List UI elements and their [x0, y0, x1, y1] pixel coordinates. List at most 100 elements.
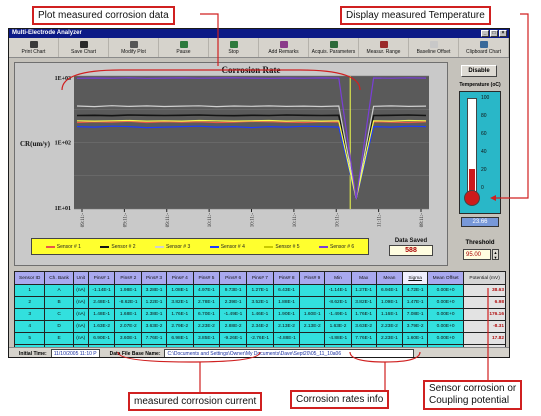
column-header[interactable]: Mean Offset [426, 271, 465, 285]
legend-label: Sensor # 4 [220, 243, 245, 250]
legend-item-sensor-4: Sensor # 4 [209, 243, 245, 250]
table-cell: 0.00E+0 [426, 284, 465, 297]
column-header[interactable]: Pins# 5 [192, 271, 221, 285]
data-saved-panel: Data Saved 588 [389, 238, 433, 256]
table-row[interactable]: 3 C (nA) 1.48E-1 1.68E-1 2.38E-1 1.76E-1 6.70E-… [13, 308, 506, 321]
table-cell: 2.39E-1 [219, 296, 248, 309]
column-header[interactable]: Min [324, 271, 352, 285]
table-cell: 4.72E-1 [402, 284, 428, 297]
column-header[interactable]: Max [350, 271, 377, 285]
table-cell: 3.63E-2 [350, 320, 377, 333]
temperature-panel: Disable Temperature (oC) 100 80 60 40 20 0 23… [453, 62, 507, 266]
table-cell: -4.88E-1 [324, 332, 352, 345]
toolbar-button-save-chart[interactable]: Save Chart [59, 38, 109, 57]
table-cell: 3.28E-1 [141, 284, 167, 297]
toolbar-button-measur-range[interactable]: Measur. Range [359, 38, 409, 57]
threshold-input[interactable]: 95.00 [463, 249, 491, 260]
minimize-button[interactable]: _ [481, 30, 489, 37]
maximize-button[interactable]: □ [490, 30, 498, 37]
column-header[interactable]: Ch. Bank [44, 271, 74, 285]
thermometer-bulb-icon [464, 190, 480, 206]
table-cell: -8.62E-1 [324, 296, 352, 309]
toolbar-button-modify-plot[interactable]: Modify Plot [109, 38, 159, 57]
table-cell: 3.82E-1 [350, 296, 377, 309]
column-header[interactable]: Pins# 6 [219, 271, 248, 285]
file-base-field[interactable]: C:\Documents and Settings\Owner\My Docum… [164, 349, 415, 357]
toolbar-button-baseline-offset[interactable]: Baseline Offset [409, 38, 459, 57]
table-cell: (nA) [72, 296, 89, 309]
table-cell: 2.23E-2 [192, 320, 221, 333]
table-cell: (nA) [72, 308, 89, 321]
toolbar-button-stop[interactable]: Stop [209, 38, 259, 57]
threshold-spinner[interactable]: ▲ ▼ [492, 249, 499, 260]
table-cell: 1.98E-1 [114, 284, 143, 297]
toolbar-label: Save Chart [70, 48, 96, 55]
table-cell: 1.27E-1 [246, 284, 274, 297]
title-bar: Multi-Electrode Analyzer _ □ × [9, 29, 509, 38]
table-cell: 2.13E-2 [299, 320, 326, 333]
table-cell: 1 [13, 284, 46, 297]
callout-temperature: Display measured Temperature [340, 6, 491, 25]
table-cell: -1.14E-1 [324, 284, 352, 297]
table-row[interactable]: 5 E (nA) 6.90E-1 3.60E-1 7.76E-1 6.98E-1 3.85E-… [13, 332, 506, 345]
toolbar-label: Print Chart [21, 48, 46, 55]
table-row[interactable]: 1 A (nA) -1.14E-1 1.98E-1 3.28E-1 1.08E-1 4.97E… [13, 284, 506, 297]
column-header[interactable]: Pins# 3 [141, 271, 167, 285]
table-cell: 2.13E-2 [272, 320, 301, 333]
table-row[interactable]: 2 B (nA) 2.48E-1 -8.62E-1 1.22E-1 3.82E-1 2.78E… [13, 296, 506, 309]
toolbar-button-acquis-parameters[interactable]: Acquis. Parameters [309, 38, 359, 57]
table-cell: 2.07E-2 [114, 320, 143, 333]
column-header[interactable]: Mean [375, 271, 404, 285]
column-header[interactable]: Pins# 8 [272, 271, 301, 285]
legend-item-sensor-1: Sensor # 1 [45, 244, 81, 250]
table-cell: 7.08E-1 [402, 308, 428, 321]
column-header[interactable]: Sigma [402, 271, 428, 285]
legend-swatch [319, 245, 329, 248]
save-icon [79, 40, 88, 48]
temperature-title: Temperature (oC) [459, 82, 501, 88]
table-cell: 1.08E-1 [165, 284, 194, 297]
toolbar-button-clipboard-chart[interactable]: Clipboard Chart [459, 38, 509, 57]
toolbar-button-pause[interactable]: Pause [159, 38, 209, 57]
column-header[interactable]: Pins# 7 [246, 271, 274, 285]
table-cell: -1.49E-1 [219, 308, 248, 321]
baseline-icon [429, 40, 438, 48]
table-cell: -2.76E-1 [246, 332, 274, 345]
toolbar-button-print-chart[interactable]: Print Chart [9, 38, 59, 57]
table-cell: 17.82 [463, 332, 506, 345]
column-header[interactable]: Potential (mV) [463, 271, 506, 285]
y-tick-label: 1E+03 [55, 76, 71, 82]
legend-item-sensor-6: Sensor # 6 [319, 244, 354, 250]
app-window: Multi-Electrode Analyzer _ □ × Print Cha… [8, 28, 510, 358]
table-cell: (nA) [72, 332, 89, 345]
toolbar-button-add-remarks[interactable]: Add Remarks [259, 38, 309, 57]
close-button[interactable]: × [499, 30, 507, 37]
callout-current: measured corrosion current [128, 392, 263, 411]
table-cell: 3.52E-1 [246, 296, 274, 309]
table-cell: 0.00E+0 [426, 320, 465, 333]
disable-button[interactable]: Disable [461, 65, 497, 77]
column-header[interactable]: Unit [72, 271, 89, 285]
column-header[interactable]: Pins# 9 [299, 271, 326, 285]
column-header[interactable]: Pins# 4 [165, 271, 194, 285]
chart-legend: Sensor # 1 Sensor # 2 Sensor # 3 Sensor # 4… [31, 238, 369, 255]
table-row[interactable]: 4 D (nA) 1.63E-2 2.07E-2 3.63E-2 2.79E-2 2.23E-… [13, 320, 506, 333]
table-cell: 1.46E-1 [246, 308, 274, 321]
column-header[interactable]: Sensor ID [13, 271, 46, 285]
table-cell: 3.82E-1 [165, 296, 194, 309]
column-header[interactable]: Pins# 1 [87, 271, 116, 285]
table-header-row: Sensor ID Ch. Bank Unit Pins# 1 Pins# 2 Pins#… [13, 271, 506, 285]
table-cell: -4.88E-1 [272, 332, 301, 345]
legend-swatch [264, 245, 274, 248]
table-cell: 2.79E-2 [165, 320, 194, 333]
column-header[interactable]: Pins# 2 [114, 271, 143, 285]
toolbar-label: Acquis. Parameters [311, 48, 356, 55]
table-cell: -8.31 [463, 320, 506, 333]
thermometer-tube [467, 98, 477, 192]
x-tick-label: 09:11:- [166, 213, 171, 228]
toolbar-label: Baseline Offset [416, 48, 451, 55]
initial-time-field[interactable]: 11/10/2005 11:10 P [50, 349, 100, 357]
series-line-sensor-6 [76, 77, 427, 200]
callout-plot: Plot measured corrosion data [32, 6, 175, 25]
x-tick-label: 09:11:- [81, 213, 86, 228]
